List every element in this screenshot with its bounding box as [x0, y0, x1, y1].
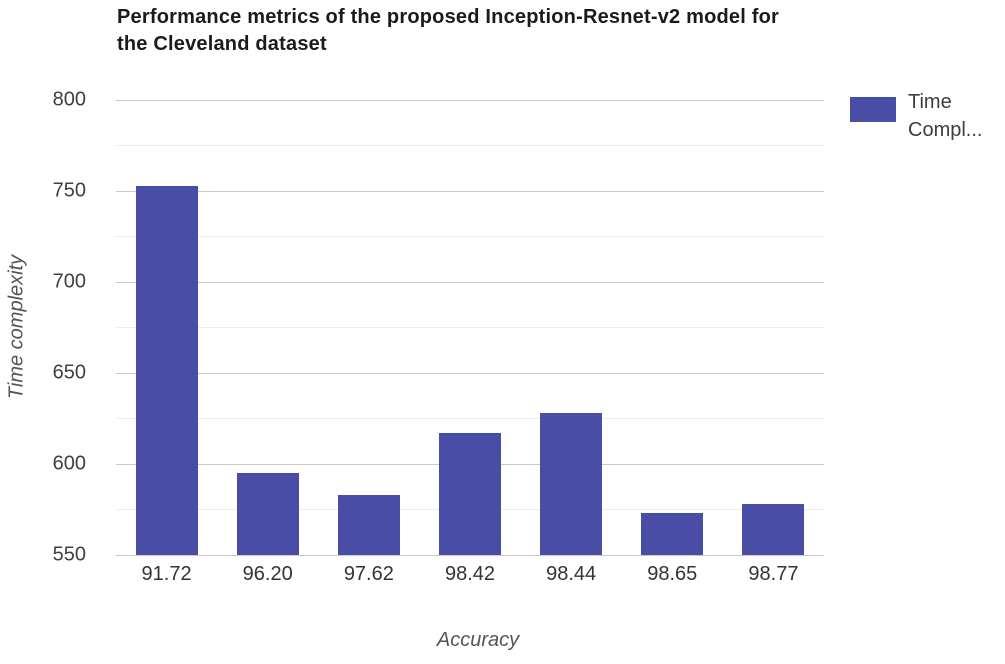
y-tick-label: 800 [52, 88, 86, 111]
y-tick-label: 650 [52, 361, 86, 384]
gridline-minor [116, 145, 824, 146]
x-tick-label: 98.77 [748, 563, 799, 585]
x-axis-title: Accuracy [436, 629, 520, 651]
x-tick-label: 98.44 [546, 563, 597, 585]
bar-98.65 [641, 513, 704, 555]
bar-98.44 [540, 413, 603, 555]
gridline-major [116, 554, 824, 556]
y-tick-label: 750 [52, 179, 86, 202]
chart-title: Performance metrics of the proposed Ince… [117, 6, 780, 55]
bar-97.62 [337, 494, 400, 555]
x-tick-label: 98.42 [444, 563, 496, 585]
x-tick-label: 98.65 [647, 563, 698, 585]
legend-label: Time Compl... [908, 91, 983, 141]
y-tick-label: 600 [52, 452, 86, 475]
gridline-minor [116, 236, 824, 237]
y-tick-label: 550 [52, 543, 86, 566]
x-tick-label: 91.72 [141, 563, 192, 585]
gridline-major [116, 190, 824, 192]
y-tick-label: 700 [52, 270, 86, 293]
legend-swatch [850, 97, 896, 122]
gridline-major [116, 281, 824, 283]
x-tick-label: 97.62 [343, 563, 394, 585]
plot-area [116, 99, 824, 556]
bar-96.20 [236, 473, 299, 555]
bar-98.42 [439, 433, 501, 555]
gridline-major [116, 99, 824, 101]
gridline-minor [116, 418, 824, 419]
bar-98.77 [742, 504, 805, 555]
gridline-minor [116, 327, 824, 328]
y-axis-title: Time complexity [5, 254, 28, 400]
bar-91.72 [135, 185, 198, 555]
x-tick-label: 96.20 [242, 563, 293, 585]
gridline-major [116, 372, 824, 374]
